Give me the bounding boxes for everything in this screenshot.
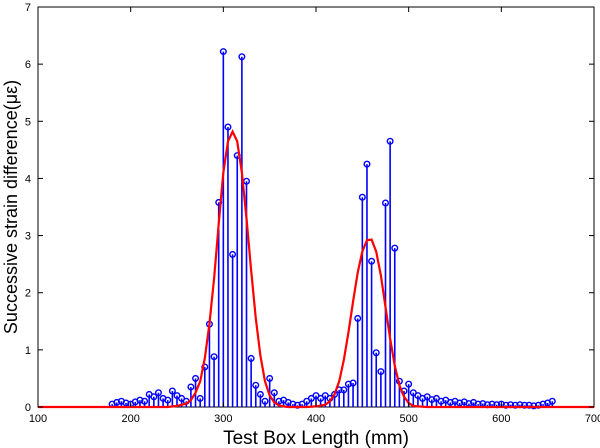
stem-marker	[548, 397, 556, 405]
stem-marker	[386, 137, 394, 145]
y-tick-label: 0	[25, 402, 31, 414]
x-tick-label: 100	[29, 413, 47, 425]
y-tick-label: 6	[25, 59, 31, 71]
stem-marker	[252, 381, 260, 389]
stem-marker	[266, 374, 274, 382]
stem-marker	[141, 397, 149, 405]
x-tick-label: 500	[399, 413, 417, 425]
x-axis-title: Test Box Length (mm)	[223, 428, 409, 448]
stem-marker	[270, 389, 278, 397]
stem-marker	[363, 160, 371, 168]
x-tick-label: 300	[214, 413, 232, 425]
stem-marker	[224, 123, 232, 131]
y-tick-label: 7	[25, 2, 31, 14]
stem-marker	[354, 314, 362, 322]
stem-marker	[168, 387, 176, 395]
stem-marker	[349, 379, 357, 387]
stem-marker	[437, 397, 445, 405]
stem-markers	[108, 48, 556, 410]
stem-marker	[219, 48, 227, 56]
stem-marker	[372, 349, 380, 357]
stem-marker	[238, 53, 246, 61]
stem-marker	[154, 389, 162, 397]
y-tick-label: 3	[25, 231, 31, 243]
x-axis-ticks: 100 200 300 400 500 600 700	[29, 7, 600, 425]
stem-marker	[340, 386, 348, 394]
stem-marker	[256, 390, 264, 398]
stem-marker	[229, 250, 237, 258]
stem-marker	[247, 354, 255, 362]
stem-marker	[358, 193, 366, 201]
stem-marker	[344, 380, 352, 388]
fit-curve	[38, 129, 594, 409]
stem-marker	[368, 257, 376, 265]
y-axis-title: Successive strain difference(με)	[1, 80, 21, 334]
stem-marker	[382, 199, 390, 207]
y-tick-label: 4	[25, 173, 31, 185]
plot-area	[37, 6, 595, 408]
x-tick-label: 600	[492, 413, 510, 425]
x-tick-label: 200	[121, 413, 139, 425]
stem-marker	[446, 398, 454, 406]
stem-marker	[164, 396, 172, 404]
stem-marker	[456, 399, 464, 407]
stem-marker	[187, 383, 195, 391]
x-tick-label: 400	[307, 413, 325, 425]
stem-marker	[210, 353, 218, 361]
stem-marker	[391, 244, 399, 252]
stem-marker	[150, 393, 158, 401]
stem-marker	[136, 396, 144, 404]
y-tick-label: 2	[25, 288, 31, 300]
stem-marker	[405, 380, 413, 388]
y-axis-ticks: 0 1 2 3 4 5 6 7	[25, 2, 594, 414]
y-tick-label: 1	[25, 345, 31, 357]
stem-marker	[530, 402, 538, 410]
stem-marker	[428, 396, 436, 404]
stem-marker	[122, 399, 130, 407]
stem-marker	[196, 394, 204, 402]
stem-marker	[377, 368, 385, 376]
y-tick-label: 5	[25, 116, 31, 128]
stem-marker	[192, 374, 200, 382]
stem-marker	[261, 397, 269, 405]
stem-marker	[113, 398, 121, 406]
x-tick-label: 700	[585, 413, 600, 425]
